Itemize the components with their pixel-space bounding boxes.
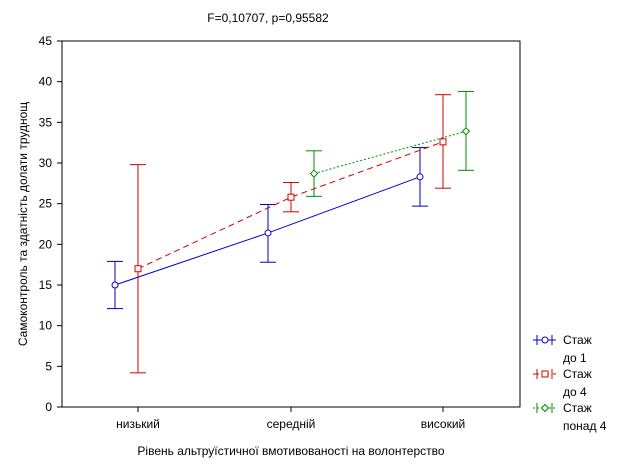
series-layer — [107, 90, 474, 374]
y-tick-label-40: 40 — [39, 75, 53, 89]
x-axis: низький середній високий — [116, 407, 465, 431]
legend-marker-1 — [541, 336, 549, 344]
series-3 — [306, 90, 474, 197]
x-tick-label-2: високий — [421, 417, 466, 431]
y-axis: 0 5 10 15 20 25 30 35 40 45 — [39, 34, 62, 414]
y-tick-label-5: 5 — [45, 359, 52, 373]
x-tick-label-0: низький — [116, 417, 160, 431]
series-1-point-0 — [111, 281, 119, 289]
legend-label-1-line-1: Стаж — [563, 333, 592, 347]
series-2-point-1 — [287, 193, 295, 201]
y-axis-title: Самоконтроль та здатність долати труднощ — [16, 102, 30, 346]
x-tick-label-1: середній — [267, 417, 316, 431]
series-3-point-2 — [461, 127, 471, 136]
legend: Стаж до 1 Стаж до 4 Стаж понад 4 — [533, 333, 607, 433]
y-tick-label-0: 0 — [45, 400, 52, 414]
legend-item-2: Стаж до 4 — [533, 367, 592, 399]
series-1 — [107, 147, 428, 310]
y-tick-label-45: 45 — [39, 34, 53, 48]
x-axis-title: Рівень альтруїстичної вмотивованості на … — [137, 444, 444, 458]
series-3-point-1 — [309, 169, 319, 178]
legend-label-3-line-2: понад 4 — [563, 419, 607, 433]
legend-item-3: Стаж понад 4 — [533, 401, 607, 433]
legend-item-1: Стаж до 1 — [533, 333, 592, 365]
legend-label-2-line-1: Стаж — [563, 367, 592, 381]
legend-label-2-line-2: до 4 — [563, 385, 587, 399]
series-1-point-2 — [416, 173, 424, 181]
y-tick-label-10: 10 — [39, 319, 53, 333]
chart-title: F=0,10707, p=0,95582 — [207, 11, 329, 25]
series-2 — [130, 94, 451, 374]
legend-marker-3 — [540, 403, 550, 413]
legend-label-1-line-2: до 1 — [563, 351, 587, 365]
series-2-point-2 — [439, 138, 447, 146]
legend-label-3-line-1: Стаж — [563, 401, 592, 415]
series-1-point-1 — [264, 229, 272, 237]
y-tick-label-20: 20 — [39, 237, 53, 251]
series-2-point-0 — [134, 265, 142, 273]
y-tick-label-30: 30 — [39, 156, 53, 170]
y-tick-label-25: 25 — [39, 197, 53, 211]
legend-marker-2 — [541, 370, 549, 378]
y-tick-label-15: 15 — [39, 278, 53, 292]
y-tick-label-35: 35 — [39, 115, 53, 129]
